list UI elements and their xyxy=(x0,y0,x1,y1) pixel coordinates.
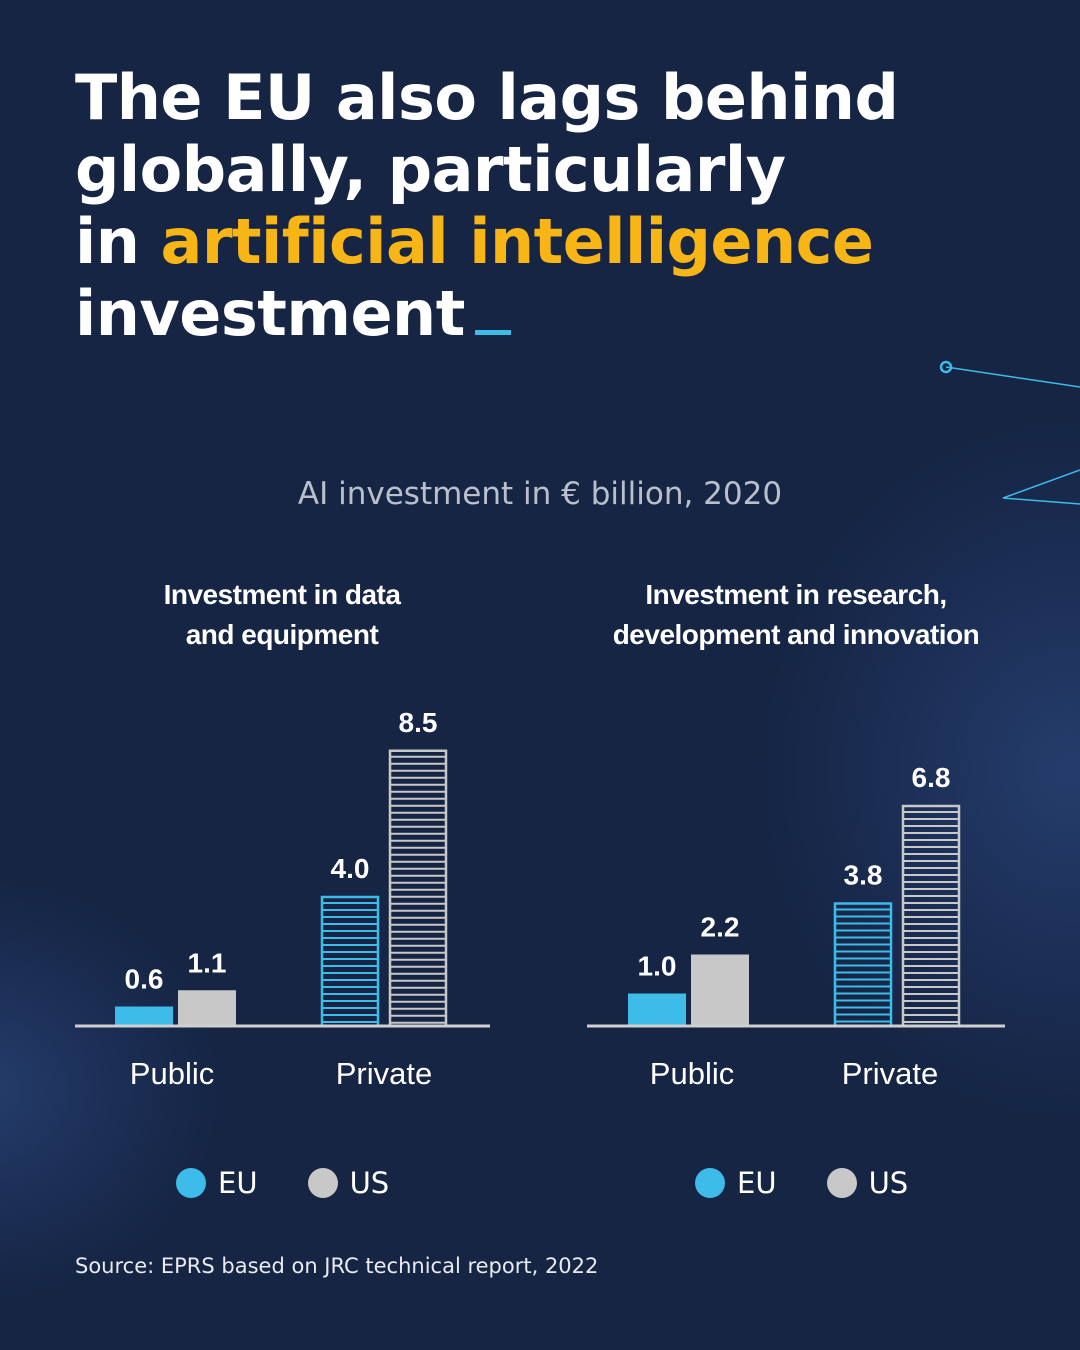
title-line: in artificial intelligence xyxy=(75,205,874,278)
data-label: 1.1 xyxy=(188,947,227,978)
title-line: The EU also lags behind xyxy=(75,61,899,134)
eu-legend-dot xyxy=(176,1168,206,1198)
decorative-texture xyxy=(0,880,220,1300)
source-note: Source: EPRS based on JRC technical repo… xyxy=(75,1254,599,1278)
chart-title-right: Investment in research, development and i… xyxy=(612,579,980,650)
bar-eu-public xyxy=(115,1006,173,1026)
bar-us-public xyxy=(691,954,749,1026)
data-label: 1.0 xyxy=(638,951,677,982)
chart-subtitle: AI investment in € billion, 2020 xyxy=(297,476,783,512)
cursor-underscore xyxy=(474,330,511,335)
bar-us-private xyxy=(388,749,448,1028)
bar-eu-private xyxy=(320,895,380,1028)
legend-right: EU US xyxy=(695,1166,908,1200)
title-line: globally, particularly xyxy=(75,133,786,206)
title-highlight: artificial intelligence xyxy=(160,205,874,278)
eu-legend-dot xyxy=(695,1168,725,1198)
data-label: 8.5 xyxy=(399,707,438,738)
page-title: The EU also lags behind globally, partic… xyxy=(75,61,899,350)
category-label: Public xyxy=(650,1056,734,1091)
decorative-texture xyxy=(760,420,1080,1120)
bar-eu-private xyxy=(833,902,893,1028)
data-label: 2.2 xyxy=(701,912,740,943)
bar-eu-public xyxy=(628,993,686,1026)
data-label: 0.6 xyxy=(125,964,164,995)
category-label: Public xyxy=(130,1056,214,1091)
us-legend-dot xyxy=(307,1168,338,1198)
category-label: Private xyxy=(842,1056,938,1091)
bar-us-private xyxy=(901,804,961,1028)
legend-left: EU US xyxy=(176,1166,389,1200)
us-legend-dot xyxy=(826,1168,857,1198)
category-label: Private xyxy=(336,1056,432,1091)
bar-us-public xyxy=(178,990,236,1026)
data-label: 6.8 xyxy=(912,762,951,793)
data-label: 4.0 xyxy=(331,853,370,884)
title-line: investment xyxy=(75,278,898,350)
data-label: 3.8 xyxy=(844,860,883,891)
chart-title-left: Investment in data and equipment xyxy=(163,579,401,650)
